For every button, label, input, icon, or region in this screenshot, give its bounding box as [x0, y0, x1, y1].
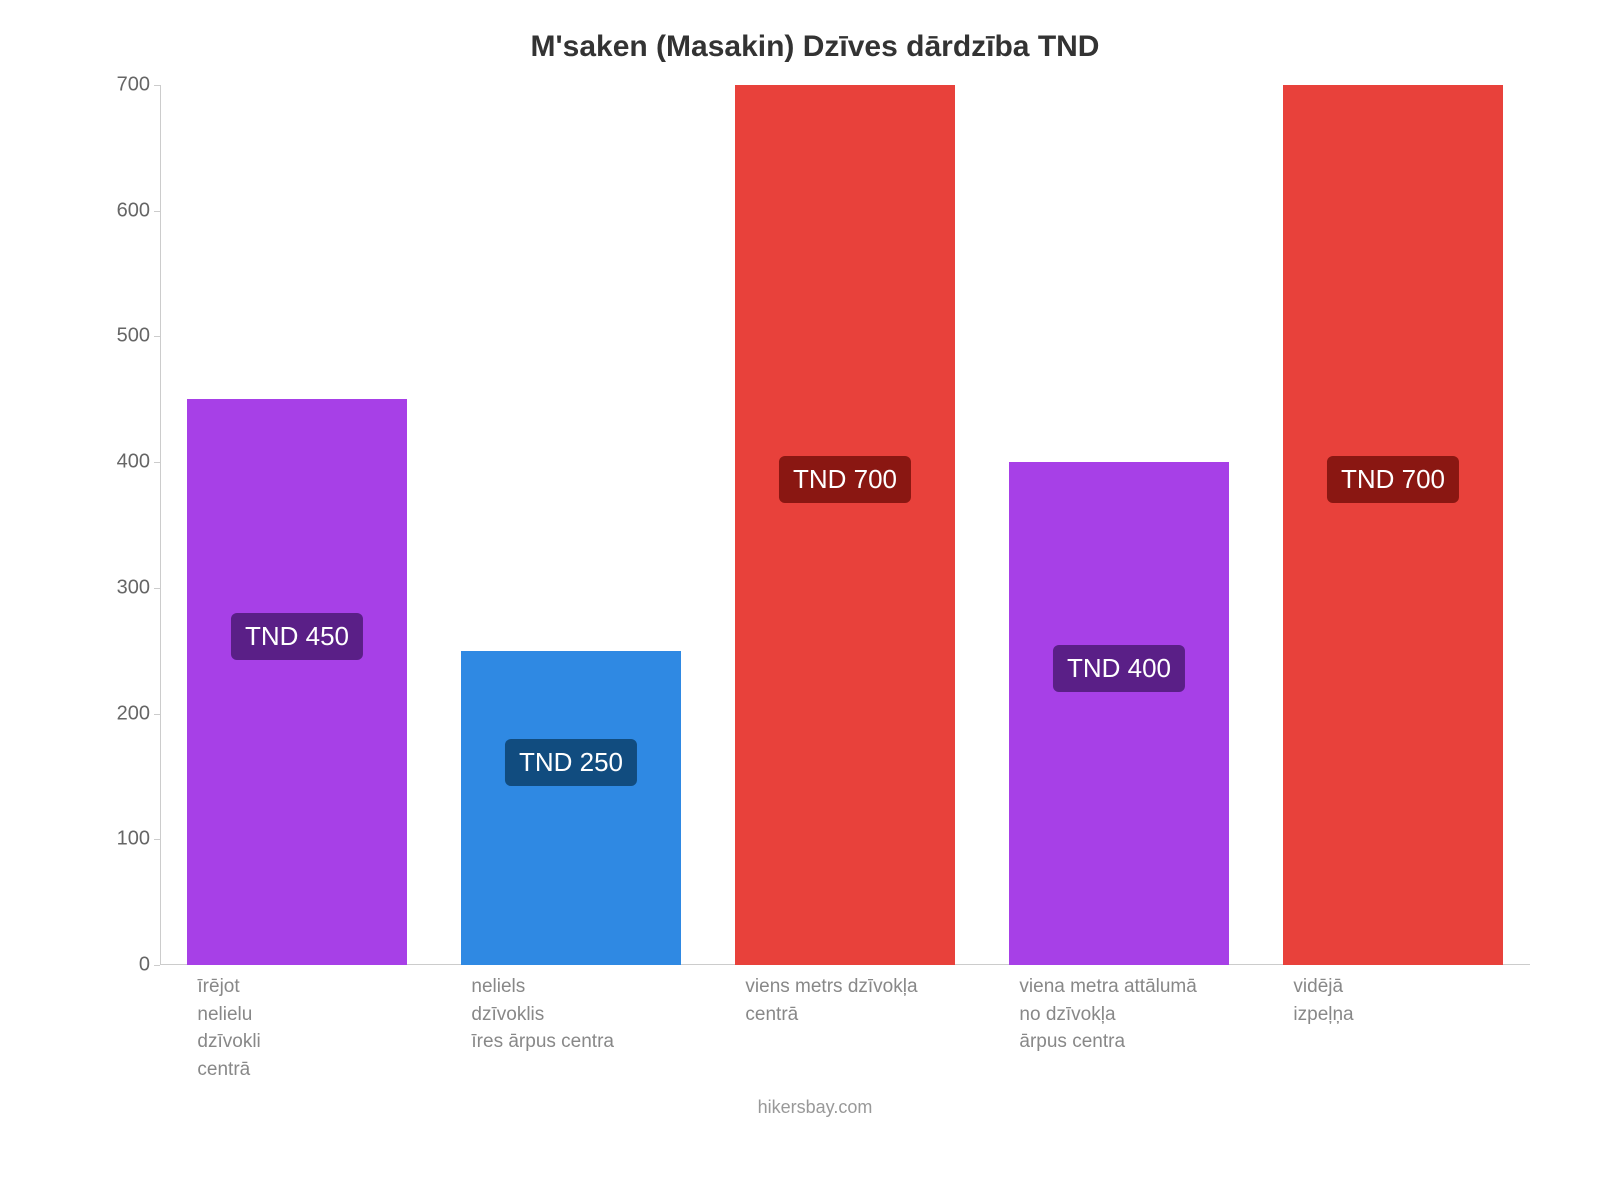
bar-value-label: TND 250	[505, 739, 637, 786]
bar: TND 250	[461, 651, 680, 965]
y-tick-mark	[154, 965, 160, 966]
x-category-label: īrējot nelielu dzīvokli centrā	[187, 973, 406, 1083]
bar-value-label: TND 400	[1053, 645, 1185, 692]
x-label-slot: viena metra attālumā no dzīvokļa ārpus c…	[982, 973, 1256, 1083]
bar: TND 700	[735, 85, 954, 965]
y-tick-label: 0	[100, 954, 150, 977]
y-tick-label: 200	[100, 702, 150, 725]
chart-container: M'saken (Masakin) Dzīves dārdzība TND 0 1…	[100, 30, 1530, 1130]
bar: TND 400	[1009, 462, 1228, 965]
bars-area: TND 450 TND 250 TND 700 TND 400 TND 700	[160, 85, 1530, 965]
x-category-label: viens metrs dzīvokļa centrā	[735, 973, 954, 1083]
x-label-slot: vidējā izpeļņa	[1256, 973, 1530, 1083]
bar: TND 450	[187, 399, 406, 965]
x-category-label: neliels dzīvoklis īres ārpus centra	[461, 973, 680, 1083]
attribution-text: hikersbay.com	[100, 1097, 1530, 1118]
bar-value-label: TND 700	[1327, 456, 1459, 503]
x-category-label: viena metra attālumā no dzīvokļa ārpus c…	[1009, 973, 1228, 1083]
bar-slot: TND 700	[1256, 85, 1530, 965]
bar-value-label: TND 450	[231, 613, 363, 660]
x-labels-row: īrējot nelielu dzīvokli centrā neliels dz…	[160, 973, 1530, 1083]
bar-slot: TND 400	[982, 85, 1256, 965]
bar: TND 700	[1283, 85, 1502, 965]
bar-slot: TND 700	[708, 85, 982, 965]
bar-value-label: TND 700	[779, 456, 911, 503]
chart-title: M'saken (Masakin) Dzīves dārdzība TND	[100, 30, 1530, 64]
y-tick-label: 300	[100, 576, 150, 599]
y-tick-label: 600	[100, 199, 150, 222]
y-tick-label: 700	[100, 74, 150, 97]
y-tick-label: 100	[100, 828, 150, 851]
y-tick-label: 400	[100, 451, 150, 474]
x-label-slot: īrējot nelielu dzīvokli centrā	[160, 973, 434, 1083]
x-label-slot: viens metrs dzīvokļa centrā	[708, 973, 982, 1083]
x-label-slot: neliels dzīvoklis īres ārpus centra	[434, 973, 708, 1083]
bar-slot: TND 450	[160, 85, 434, 965]
bar-slot: TND 250	[434, 85, 708, 965]
y-tick-label: 500	[100, 325, 150, 348]
x-category-label: vidējā izpeļņa	[1283, 973, 1502, 1083]
